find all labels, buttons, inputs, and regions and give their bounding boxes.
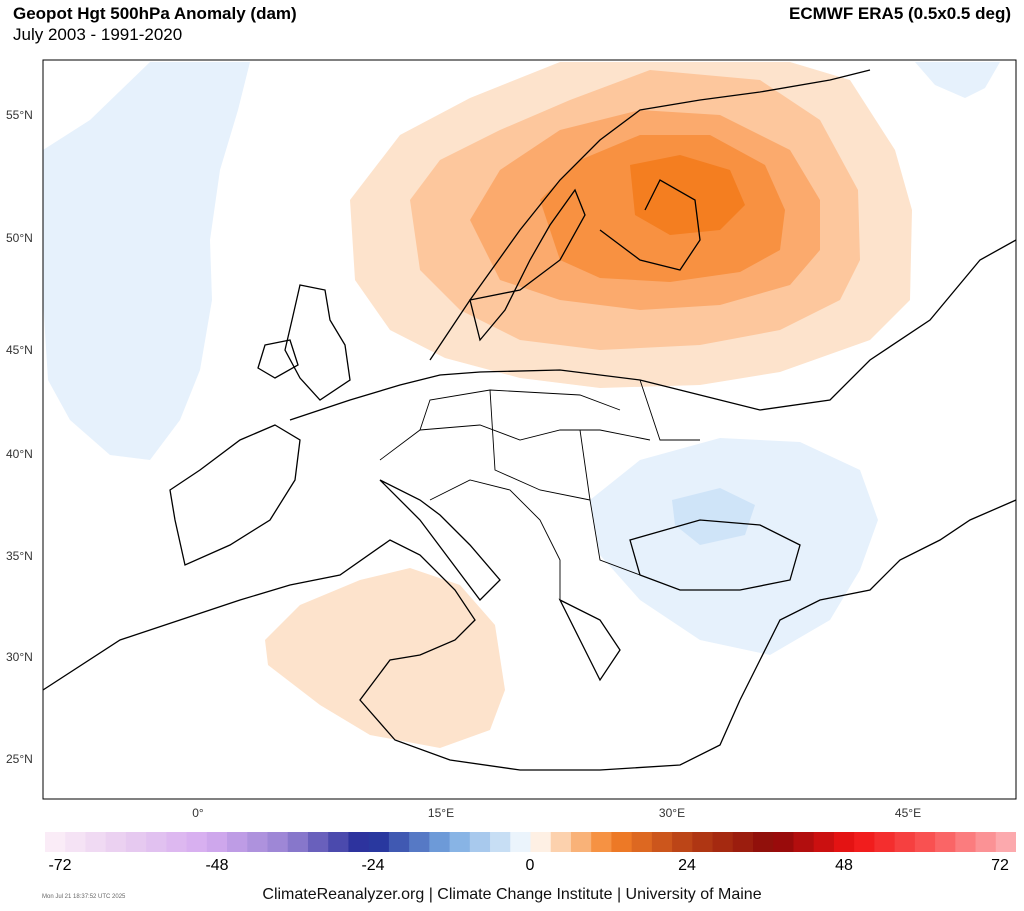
footer-credit: ClimateReanalyzer.org | Climate Change I… — [262, 886, 762, 903]
colorbar-swatch — [449, 832, 471, 852]
colorbar-swatch — [631, 832, 653, 852]
lon-label: 0° — [192, 806, 204, 820]
colorbar-swatch — [712, 832, 734, 852]
map-subtitle: July 2003 - 1991-2020 — [13, 25, 183, 44]
colorbar-swatch — [955, 832, 977, 852]
colorbar-swatch — [692, 832, 714, 852]
colorbar-swatch — [995, 832, 1016, 852]
colorbar-swatch — [510, 832, 532, 852]
colorbar-label: 48 — [835, 857, 853, 874]
colorbar-swatch — [894, 832, 916, 852]
colorbar-swatch — [793, 832, 815, 852]
colorbar-swatch — [935, 832, 956, 852]
colorbar-label: 72 — [991, 857, 1009, 874]
lon-label: 30°E — [658, 806, 686, 820]
lat-label: 25°N — [6, 752, 33, 766]
colorbar-swatch — [348, 832, 370, 852]
colorbar-swatch — [85, 832, 107, 852]
country-borders — [379, 379, 700, 600]
data-source: ECMWF ERA5 (0.5x0.5 deg) — [789, 4, 1011, 23]
colorbar-swatch — [550, 832, 572, 852]
colorbar-swatch — [833, 832, 855, 852]
colorbar-swatch — [368, 832, 390, 852]
render-timestamp: Mon Jul 21 18:37:52 UTC 2025 — [42, 894, 126, 900]
map-title: Geopot Hgt 500hPa Anomaly (dam) — [13, 4, 297, 23]
colorbar-swatch — [975, 832, 997, 852]
colorbar-swatch — [146, 832, 167, 852]
lat-label: 30°N — [6, 650, 33, 664]
lat-label: 55°N — [6, 108, 33, 122]
anomaly-map — [42, 59, 1017, 800]
colorbar-swatch — [429, 832, 451, 852]
colorbar-swatch — [247, 832, 269, 852]
coastlines — [43, 69, 1016, 771]
colorbar-swatch — [469, 832, 491, 852]
colorbar-swatch — [570, 832, 592, 852]
colorbar-swatch — [105, 832, 127, 852]
colorbar-swatch — [166, 832, 188, 852]
colorbar — [45, 832, 1016, 852]
colorbar-swatch — [813, 832, 835, 852]
colorbar-swatch — [227, 832, 248, 852]
colorbar-swatch — [328, 832, 350, 852]
colorbar-label: -48 — [205, 857, 229, 874]
anomaly-fields — [43, 62, 1016, 771]
lon-label: 45°E — [894, 806, 922, 820]
colorbar-swatch — [611, 832, 633, 852]
colorbar-swatch — [651, 832, 673, 852]
lat-label: 35°N — [6, 549, 33, 563]
atlantic-negative-region — [43, 62, 250, 460]
lat-label: 45°N — [6, 343, 33, 357]
arctic-negative-region — [915, 62, 1000, 98]
colorbar-swatch — [287, 832, 309, 852]
colorbar-swatch — [732, 832, 754, 852]
colorbar-swatch — [530, 832, 552, 852]
colorbar-swatch — [753, 832, 774, 852]
colorbar-swatch — [490, 832, 511, 852]
black-sea-negative-1 — [590, 438, 878, 655]
colorbar-swatch — [409, 832, 430, 852]
lat-label: 50°N — [6, 231, 33, 245]
colorbar-swatch — [874, 832, 896, 852]
colorbar-swatch — [307, 832, 329, 852]
colorbar-swatch — [65, 832, 87, 852]
colorbar-swatch — [672, 832, 693, 852]
colorbar-swatch — [267, 832, 289, 852]
colorbar-swatch — [591, 832, 613, 852]
colorbar-label: 24 — [678, 857, 696, 874]
black-sea-negative-2 — [672, 488, 755, 545]
mediterranean-positive-region — [265, 568, 505, 748]
colorbar-swatch — [206, 832, 228, 852]
colorbar-swatch — [186, 832, 208, 852]
colorbar-label: -24 — [361, 857, 385, 874]
lat-label: 40°N — [6, 447, 33, 461]
colorbar-swatch — [45, 832, 66, 852]
colorbar-swatch — [388, 832, 410, 852]
lon-label: 15°E — [427, 806, 455, 820]
colorbar-swatch — [125, 832, 147, 852]
colorbar-swatch — [914, 832, 936, 852]
colorbar-swatch — [854, 832, 875, 852]
map-frame — [42, 59, 1017, 800]
colorbar-label: -72 — [48, 857, 72, 874]
colorbar-swatch — [773, 832, 795, 852]
colorbar-label: 0 — [525, 857, 535, 874]
